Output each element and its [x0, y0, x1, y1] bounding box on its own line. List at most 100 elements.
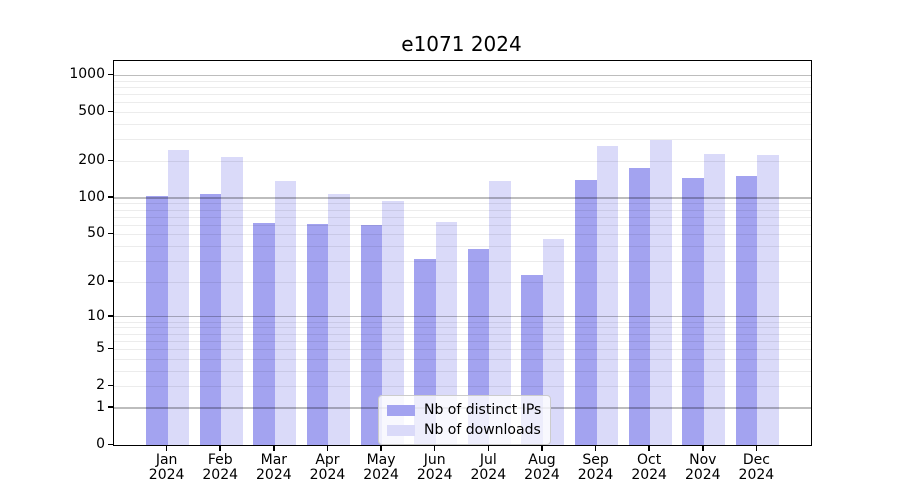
legend-row-distinct-ips: Nb of distinct IPs — [387, 402, 541, 418]
bar-downloads-jun — [435, 222, 458, 445]
minor-gridline-900 — [114, 80, 811, 82]
legend-swatch-distinct-ips — [387, 404, 415, 416]
legend: Nb of distinct IPs Nb of downloads — [378, 395, 552, 445]
y-tick-mark-0 — [108, 443, 113, 445]
x-tick-mark-feb — [219, 445, 221, 451]
minor-gridline-70 — [114, 216, 811, 218]
y-tick-mark-1000 — [108, 73, 113, 76]
minor-gridline-700 — [114, 94, 811, 96]
x-tick-mark-nov — [702, 445, 704, 451]
y-tick-label-2: 2 — [96, 377, 105, 394]
bar-downloads-apr — [328, 194, 350, 445]
x-tick-mark-jun — [433, 445, 436, 451]
bar-downloads-oct — [650, 140, 672, 445]
bar-ips-jan — [146, 195, 168, 445]
minor-gridline-60 — [114, 224, 811, 226]
minor-gridline-500 — [114, 112, 811, 114]
y-tick-mark-10 — [108, 315, 113, 317]
x-tick-mark-mar — [273, 445, 275, 451]
y-tick-label-200: 200 — [78, 152, 105, 168]
minor-gridline-2 — [114, 386, 811, 388]
y-tick-label-0: 0 — [96, 436, 105, 452]
x-tick-mark-aug — [541, 445, 543, 451]
major-gridline-10 — [114, 316, 811, 318]
bar-downloads-dec — [757, 155, 779, 445]
bar-downloads-jan — [167, 150, 190, 445]
minor-gridline-20 — [114, 281, 811, 283]
minor-gridline-9 — [114, 321, 811, 323]
legend-swatch-downloads — [387, 424, 415, 436]
y-tick-mark-100 — [108, 196, 113, 198]
x-tick-label-mar: Mar 2024 — [256, 452, 292, 483]
minor-gridline-6 — [114, 340, 811, 342]
x-tick-label-dec: Dec 2024 — [738, 452, 775, 483]
bar-ips-may — [360, 224, 383, 445]
bar-ips-nov — [682, 177, 704, 445]
x-tick-label-sep: Sep 2024 — [577, 452, 614, 483]
y-tick-label-100: 100 — [78, 188, 105, 205]
minor-gridline-40 — [114, 246, 811, 248]
minor-gridline-5 — [114, 349, 811, 351]
bar-downloads-sep — [596, 146, 618, 445]
y-tick-label-1000: 1000 — [69, 66, 105, 83]
chart-title: e1071 2024 — [401, 32, 522, 56]
x-tick-mark-apr — [326, 445, 329, 451]
bar-ips-dec — [735, 175, 758, 445]
y-tick-label-500: 500 — [78, 103, 105, 120]
x-tick-label-oct: Oct 2024 — [631, 452, 667, 483]
minor-gridline-4 — [114, 358, 811, 360]
y-tick-label-10: 10 — [87, 307, 105, 324]
y-tick-mark-1 — [108, 406, 113, 408]
bar-downloads-may — [382, 200, 404, 445]
minor-gridline-400 — [114, 124, 811, 126]
bar-ips-oct — [628, 168, 651, 445]
x-tick-label-apr: Apr 2024 — [309, 452, 346, 483]
x-tick-label-aug: Aug 2024 — [524, 452, 560, 483]
bar-ips-sep — [575, 179, 597, 445]
y-tick-mark-2 — [108, 384, 113, 387]
y-tick-mark-500 — [108, 110, 113, 113]
x-tick-label-jul: Jul 2024 — [470, 452, 507, 483]
bar-downloads-mar — [274, 180, 297, 445]
minor-gridline-30 — [114, 261, 811, 263]
minor-gridline-3 — [114, 370, 811, 372]
x-tick-mark-jul — [487, 445, 490, 451]
bar-downloads-feb — [221, 156, 243, 445]
plot-area: Nb of distinct IPs Nb of downloads — [113, 60, 812, 446]
minor-gridline-50 — [114, 234, 811, 236]
y-tick-mark-50 — [108, 232, 113, 235]
minor-gridline-200 — [114, 161, 811, 162]
minor-gridline-80 — [114, 209, 811, 211]
y-tick-label-1: 1 — [96, 398, 105, 415]
bar-ips-feb — [199, 194, 222, 445]
x-tick-label-may: May 2024 — [363, 452, 399, 483]
minor-gridline-300 — [114, 139, 811, 141]
bar-downloads-jul — [489, 180, 511, 445]
x-tick-mark-oct — [648, 445, 650, 451]
y-tick-label-50: 50 — [87, 225, 105, 242]
bar-ips-mar — [253, 223, 275, 445]
y-tick-mark-5 — [108, 347, 113, 350]
y-tick-mark-200 — [108, 159, 113, 161]
y-tick-label-20: 20 — [87, 272, 105, 289]
x-tick-mark-jan — [165, 445, 168, 451]
x-tick-label-feb: Feb 2024 — [202, 452, 239, 483]
legend-row-downloads: Nb of downloads — [387, 422, 541, 438]
y-tick-mark-20 — [108, 280, 113, 282]
x-tick-label-jun: Jun 2024 — [416, 452, 453, 483]
x-tick-mark-may — [380, 445, 382, 451]
x-tick-mark-dec — [755, 445, 758, 451]
minor-gridline-90 — [114, 203, 811, 205]
legend-label-distinct-ips: Nb of distinct IPs — [424, 402, 542, 418]
minor-gridline-7 — [114, 333, 811, 335]
bar-downloads-nov — [703, 154, 726, 445]
major-gridline-100 — [114, 197, 811, 199]
bar-downloads-aug — [542, 238, 565, 445]
legend-label-downloads: Nb of downloads — [424, 422, 541, 438]
bar-ips-apr — [307, 223, 329, 445]
y-tick-label-5: 5 — [96, 340, 105, 357]
x-tick-label-nov: Nov 2024 — [684, 452, 721, 483]
major-gridline-1000 — [114, 74, 811, 76]
x-tick-mark-sep — [594, 445, 597, 451]
